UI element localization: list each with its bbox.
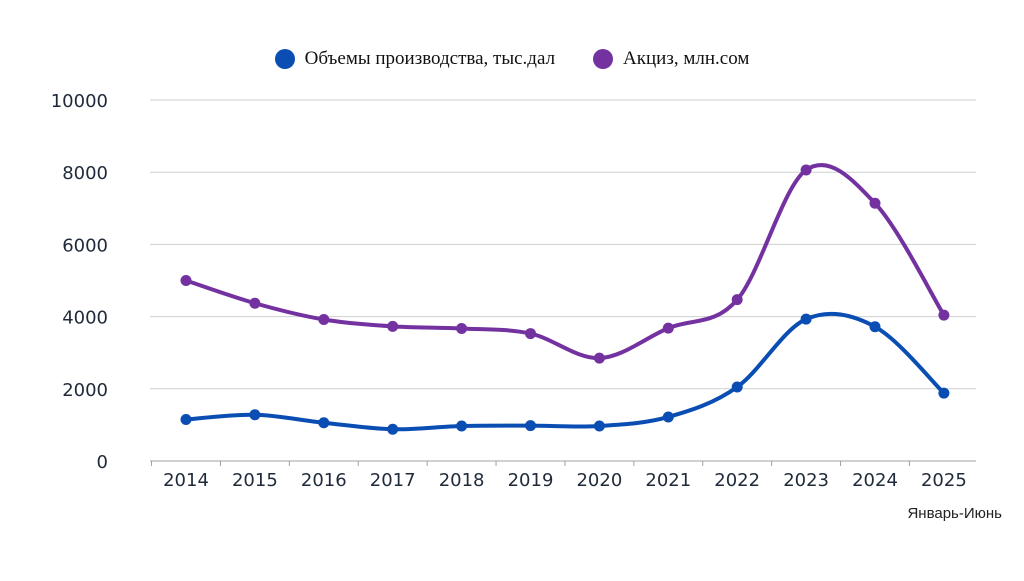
series-0-point-2023 (800, 313, 812, 325)
x-tick-label-2025: 2025 (921, 470, 967, 491)
series-line-1 (184, 163, 946, 361)
legend-item-production: Объемы производства, тыс.дал (274, 48, 556, 70)
series-1-point-2025 (938, 309, 950, 321)
chart-legend: Объемы производства, тыс.дал Акциз, млн.… (0, 48, 1024, 70)
y-tick-label-8000: 8000 (62, 163, 108, 184)
series-1-point-2020 (593, 352, 605, 364)
legend-item-excise: Акциз, млн.сом (593, 48, 749, 70)
series-1-point-2021 (662, 322, 674, 334)
series-1-point-2014 (180, 275, 192, 286)
legend-label-excise: Акциз, млн.сом (623, 48, 750, 69)
y-tick-label-4000: 4000 (62, 308, 108, 329)
series-1-point-2023 (800, 164, 812, 176)
x-tick-label-2015: 2015 (232, 470, 278, 491)
series-1-point-2018 (456, 323, 468, 335)
x-tick-label-2014: 2014 (163, 470, 209, 491)
series-line-0 (184, 311, 946, 432)
legend-swatch-production (274, 49, 295, 69)
series-0-point-2024 (869, 321, 881, 333)
series-1-point-2016 (318, 313, 330, 325)
series-0-point-2018 (456, 420, 468, 432)
x-tick-label-2020: 2020 (576, 470, 622, 491)
series-1-point-2019 (525, 328, 536, 340)
series-0-point-2020 (593, 420, 605, 432)
series-1-point-2024 (869, 197, 881, 209)
x-tick-label-2021: 2021 (645, 470, 691, 491)
y-tick-label-10000: 10000 (51, 91, 108, 112)
series-1-point-2022 (731, 294, 743, 306)
x-tick-label-2022: 2022 (714, 470, 760, 491)
y-tick-label-6000: 6000 (62, 235, 108, 256)
legend-swatch-excise (593, 49, 614, 69)
y-tick-label-2000: 2000 (62, 380, 108, 401)
y-tick-label-0: 0 (97, 452, 108, 473)
x-tick-label-2016: 2016 (301, 470, 347, 491)
series-0-point-2019 (525, 420, 536, 432)
series-0-point-2022 (731, 381, 743, 393)
series-1-point-2017 (387, 320, 399, 332)
x-tick-label-2017: 2017 (370, 470, 416, 491)
series-1-point-2015 (249, 297, 261, 309)
series-0-point-2014 (180, 413, 192, 425)
x-tick-label-2018: 2018 (439, 470, 485, 491)
series-0-point-2016 (318, 417, 330, 429)
x-tick-label-2024: 2024 (852, 470, 898, 491)
series-0-point-2017 (387, 423, 399, 435)
x-tick-label-2019: 2019 (508, 470, 554, 491)
series-0-point-2015 (249, 409, 261, 421)
legend-label-production: Объемы производства, тыс.дал (304, 48, 556, 69)
period-note: Январь-Июнь (907, 505, 1002, 522)
series-0-point-2021 (662, 411, 674, 423)
x-tick-label-2023: 2023 (783, 470, 829, 491)
series-0-point-2025 (938, 387, 950, 399)
